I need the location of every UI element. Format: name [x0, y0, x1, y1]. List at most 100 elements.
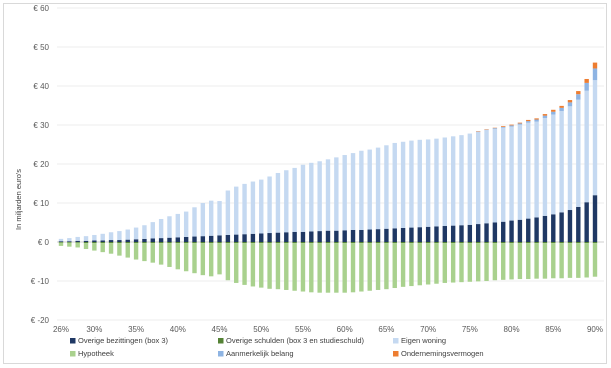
bar-segment — [442, 242, 448, 244]
bar-segment — [133, 243, 139, 260]
bar-segment — [300, 231, 306, 242]
bar-segment — [584, 82, 589, 91]
bar-segment — [242, 234, 247, 242]
bar-segment — [167, 242, 172, 244]
bar-segment — [75, 236, 80, 241]
bar-segment — [417, 227, 422, 242]
y-tick-label: € 60 — [33, 4, 49, 13]
bar-segment — [484, 243, 489, 281]
bar-segment — [551, 114, 556, 215]
bar-segment — [83, 240, 89, 242]
y-tick-label: € 30 — [33, 121, 49, 130]
bar-segment — [467, 243, 473, 282]
bar-segment — [567, 102, 573, 107]
bar-segment — [175, 237, 181, 242]
x-tick-label: 55% — [295, 325, 311, 334]
bar-segment — [576, 242, 581, 244]
bar-segment — [75, 240, 80, 242]
bar-segment — [542, 242, 548, 244]
bar-segment — [334, 157, 339, 231]
bar-segment — [392, 242, 397, 244]
bar-segment — [350, 243, 356, 293]
bar-segment — [475, 224, 481, 242]
bar-segment — [142, 243, 147, 262]
bar-segment — [567, 243, 573, 278]
bar-segment — [142, 242, 147, 244]
bar-segment — [267, 176, 272, 234]
bar-segment — [384, 145, 389, 229]
bar-segment — [300, 242, 306, 244]
bar-segment — [517, 122, 523, 124]
x-tick-label: 40% — [170, 325, 186, 334]
bar-segment — [317, 243, 322, 293]
bar-segment — [200, 243, 206, 276]
bar-segment — [559, 105, 564, 108]
bar-segment — [501, 127, 506, 222]
bar-segment — [384, 228, 389, 242]
bar-segment — [200, 203, 206, 237]
x-tick-label: 65% — [378, 325, 394, 334]
bar-segment — [367, 242, 372, 244]
bar-segment — [342, 230, 347, 242]
bar-segment — [584, 90, 589, 203]
bar-segment — [450, 243, 456, 283]
x-tick-label: 70% — [420, 325, 436, 334]
bar-segment — [342, 243, 347, 293]
bar-segment — [534, 121, 539, 218]
bar-segment — [309, 242, 314, 244]
legend: Overige bezittingen (box 3) Overige schul… — [70, 336, 484, 358]
bar-segment — [492, 128, 498, 223]
bar-segment — [526, 243, 531, 280]
bar-segment — [317, 161, 322, 232]
x-tick-label: 30% — [86, 325, 102, 334]
bar-segment — [526, 121, 531, 123]
bar-segment — [158, 243, 164, 265]
bar-segment — [92, 234, 97, 241]
bar-segment — [275, 172, 281, 233]
bar-segment — [567, 106, 573, 211]
bar-segment — [450, 242, 456, 244]
bar-segment — [509, 125, 514, 127]
bar-segment — [183, 211, 189, 237]
bar-segment — [542, 117, 548, 216]
bar-segment — [592, 195, 598, 242]
bar-segment — [58, 242, 64, 243]
bar-segment — [534, 242, 539, 244]
bar-segment — [125, 243, 130, 258]
bar-segment — [459, 243, 464, 283]
bar-segment — [67, 241, 72, 242]
bar-segment — [350, 153, 356, 230]
bar-segment — [300, 243, 306, 292]
bar-segment — [142, 238, 147, 242]
bar-segment — [200, 242, 206, 244]
bar-segment — [309, 162, 314, 232]
bar-segment — [392, 142, 397, 229]
bar-segment — [58, 238, 64, 242]
bar-segment — [584, 202, 589, 242]
bar-segment — [325, 159, 331, 231]
bar-segment — [434, 226, 439, 242]
bar-segment — [267, 233, 272, 242]
bar-segment — [225, 243, 231, 281]
bar-segment — [192, 207, 197, 237]
x-tick-label: 35% — [128, 325, 144, 334]
bar-segment — [275, 242, 281, 244]
legend-label: Aanmerkelijk belang — [226, 349, 294, 358]
bar-segment — [417, 243, 422, 286]
bar-segment — [567, 210, 573, 242]
bar-segment — [250, 243, 256, 287]
bar-segment — [175, 213, 181, 238]
bar-segment — [484, 223, 489, 242]
bar-segment — [534, 119, 539, 122]
legend-label: Eigen woning — [401, 336, 446, 345]
bar-segment — [142, 225, 147, 239]
bar-segment — [501, 243, 506, 280]
bar-segment — [417, 139, 422, 228]
bar-segment — [375, 147, 381, 230]
bar-segment — [284, 243, 289, 290]
bar-segment — [117, 243, 122, 256]
bar-segment — [551, 214, 556, 242]
bar-segment — [167, 243, 172, 267]
bar-segment — [234, 242, 239, 244]
bar-segment — [183, 236, 189, 242]
